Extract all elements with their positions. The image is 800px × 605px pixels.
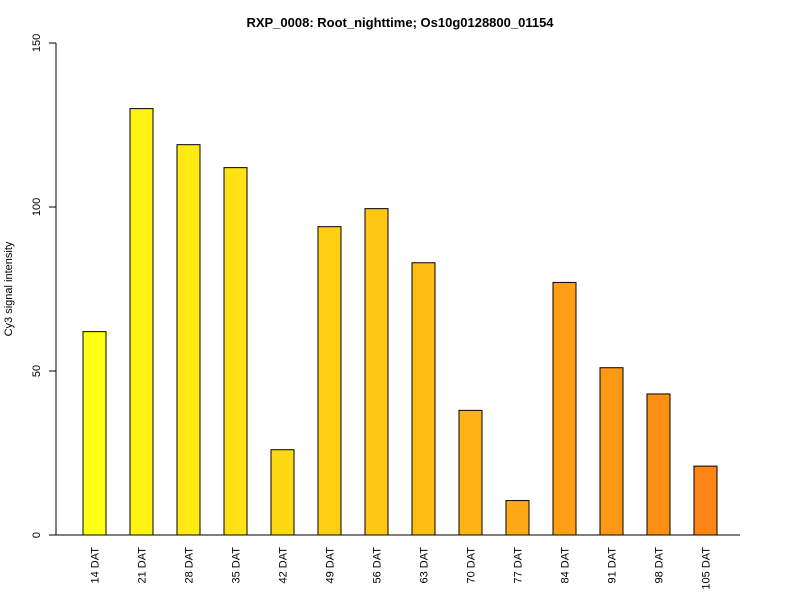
y-tick-label: 100 — [31, 198, 43, 216]
bar — [317, 226, 342, 536]
y-axis-label: Cy3 signal intensity — [3, 241, 15, 336]
x-tick-label: 84 DAT — [560, 547, 572, 584]
bar — [82, 331, 107, 536]
y-axis-ticks: 0 50 100 150 — [31, 34, 56, 538]
x-tick-label: 42 DAT — [278, 547, 290, 584]
bar — [646, 393, 671, 536]
x-tick-label: 63 DAT — [419, 547, 431, 584]
x-tick-label: 77 DAT — [513, 547, 525, 584]
chart-title: RXP_0008: Root_nighttime; Os10g0128800_0… — [246, 15, 554, 30]
x-tick-label: 21 DAT — [137, 547, 149, 584]
bar — [552, 281, 577, 536]
bar — [364, 208, 389, 536]
bar — [693, 465, 718, 536]
y-tick-label: 150 — [31, 34, 43, 52]
bar — [411, 262, 436, 536]
y-tick-label: 0 — [31, 532, 43, 538]
x-tick-label: 91 DAT — [607, 547, 619, 584]
x-tick-label: 14 DAT — [90, 547, 102, 584]
bar — [129, 108, 154, 536]
bar — [223, 167, 248, 536]
x-tick-label: 56 DAT — [372, 547, 384, 584]
x-tick-label: 98 DAT — [654, 547, 666, 584]
bar — [599, 367, 624, 536]
y-tick-label: 50 — [31, 365, 43, 377]
bars-group — [82, 108, 718, 536]
x-tick-label: 105 DAT — [701, 547, 713, 590]
bar — [505, 500, 530, 536]
x-tick-label: 28 DAT — [184, 547, 196, 584]
bar — [458, 409, 483, 536]
bar — [176, 144, 201, 536]
x-tick-label: 70 DAT — [466, 547, 478, 584]
x-tick-label: 49 DAT — [325, 547, 337, 584]
x-axis-tick-labels: 14 DAT 21 DAT 28 DAT 35 DAT 42 DAT 49 DAT 56 D… — [90, 547, 713, 590]
bar — [270, 449, 295, 536]
x-tick-label: 35 DAT — [231, 547, 243, 584]
